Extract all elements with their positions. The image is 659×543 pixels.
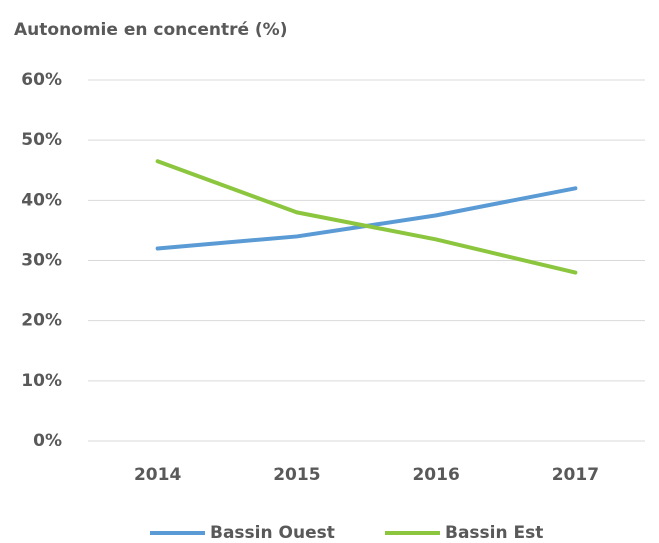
y-tick-label: 60% bbox=[21, 70, 62, 90]
x-tick-label: 2016 bbox=[412, 465, 459, 485]
x-tick-label: 2014 bbox=[134, 465, 181, 485]
y-tick-label: 0% bbox=[33, 431, 62, 451]
y-tick-label: 50% bbox=[21, 130, 62, 150]
legend-label: Bassin Ouest bbox=[210, 523, 335, 543]
x-tick-label: 2015 bbox=[273, 465, 320, 485]
series-line bbox=[155, 159, 578, 275]
y-tick-label: 20% bbox=[21, 311, 62, 331]
y-tick-label: 30% bbox=[21, 251, 62, 271]
y-tick-label: 10% bbox=[21, 371, 62, 391]
y-tick-label: 40% bbox=[21, 190, 62, 210]
legend-label: Bassin Est bbox=[445, 523, 543, 543]
x-tick-label: 2017 bbox=[552, 465, 599, 485]
chart-title: Autonomie en concentré (%) bbox=[14, 20, 288, 40]
